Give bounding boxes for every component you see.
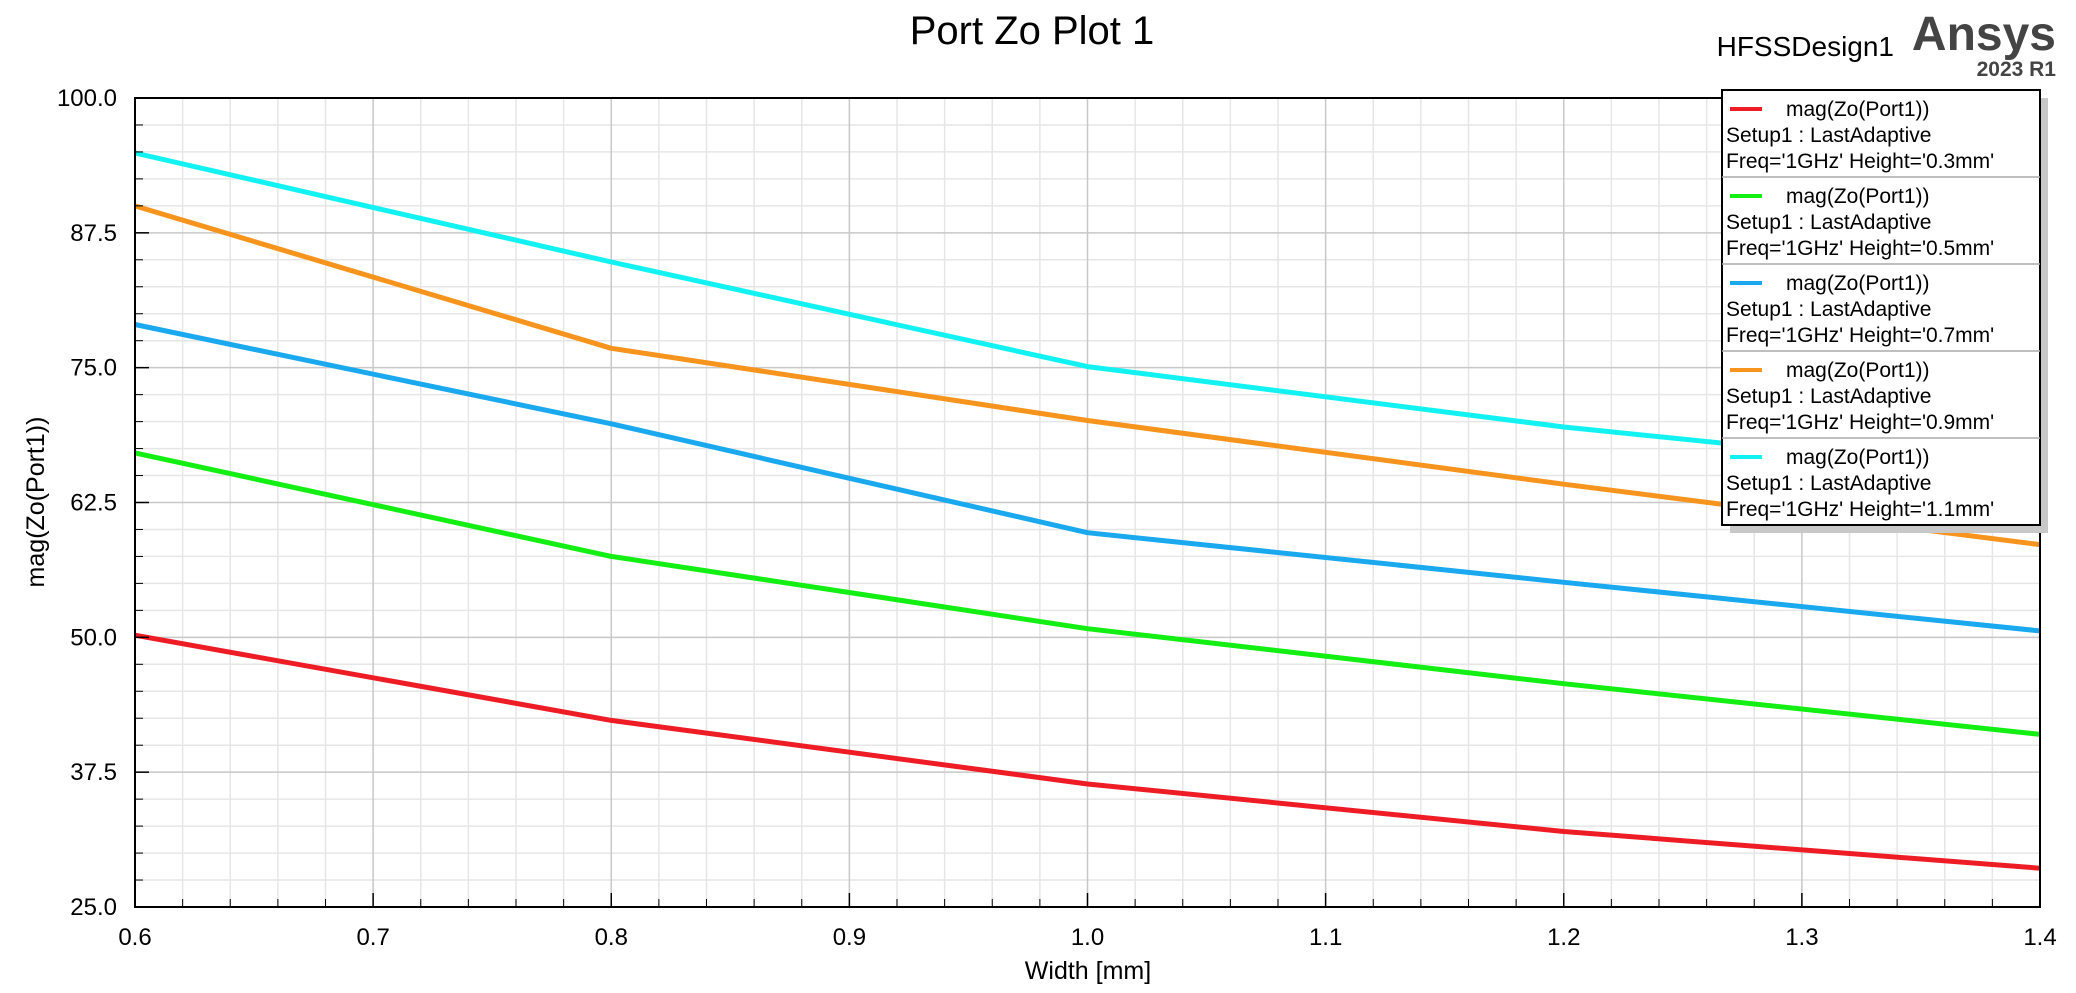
y-tick-label: 50.0: [70, 624, 117, 651]
x-tick-label: 1.4: [2023, 924, 2056, 951]
y-tick-label: 100.0: [57, 85, 117, 112]
legend-variation: Freq='1GHz' Height='0.7mm': [1726, 324, 1994, 347]
x-tick-label: 1.0: [1071, 924, 1104, 951]
legend-variation: Freq='1GHz' Height='0.9mm': [1726, 411, 1994, 434]
legend[interactable]: mag(Zo(Port1)) Setup1 : LastAdaptive Freq=…: [1721, 89, 2048, 533]
x-axis-label: Width [mm]: [1025, 957, 1151, 985]
legend-series-name: mag(Zo(Port1)): [1786, 359, 1930, 382]
legend-series-name: mag(Zo(Port1)): [1786, 185, 1930, 208]
legend-variation: Freq='1GHz' Height='0.5mm': [1726, 237, 1994, 260]
y-axis-label: mag(Zo(Port1)): [22, 417, 50, 588]
legend-series-name: mag(Zo(Port1)): [1786, 446, 1930, 469]
legend-variation: Freq='1GHz' Height='1.1mm': [1726, 498, 1994, 521]
y-tick-label: 87.5: [70, 220, 117, 247]
legend-setup: Setup1 : LastAdaptive: [1726, 472, 1931, 495]
series-line-1: [134, 632, 2041, 871]
y-tick-label: 62.5: [70, 490, 117, 517]
chart-title: Port Zo Plot 1: [910, 9, 1155, 53]
x-tick-label: 0.6: [118, 924, 151, 951]
legend-setup: Setup1 : LastAdaptive: [1726, 211, 1931, 234]
x-tick-label: 1.1: [1309, 924, 1342, 951]
x-tick-labels: 0.6 0.7 0.8 0.9 1.0 1.1 1.2 1.3 1.4: [118, 924, 2056, 951]
x-tick-label: 0.8: [595, 924, 628, 951]
x-tick-label: 1.2: [1547, 924, 1580, 951]
brand-logo: Ansys: [1912, 8, 2056, 61]
legend-setup: Setup1 : LastAdaptive: [1726, 298, 1931, 321]
x-tick-label: 0.9: [833, 924, 866, 951]
y-tick-label: 37.5: [70, 759, 117, 786]
x-tick-label: 1.3: [1785, 924, 1818, 951]
legend-variation: Freq='1GHz' Height='0.3mm': [1726, 150, 1994, 173]
legend-setup: Setup1 : LastAdaptive: [1726, 124, 1931, 147]
axis-ticks: [134, 97, 2041, 908]
series-layer: [134, 150, 2041, 871]
y-tick-labels: 25.0 37.5 50.0 62.5 75.0 87.5 100.0: [57, 85, 117, 921]
legend-setup: Setup1 : LastAdaptive: [1726, 385, 1931, 408]
series-line-2: [134, 450, 2041, 737]
x-tick-label: 0.7: [356, 924, 389, 951]
series-line-3: [134, 322, 2041, 634]
y-tick-label: 75.0: [70, 355, 117, 382]
legend-box: [1721, 89, 2041, 526]
legend-series-name: mag(Zo(Port1)): [1786, 272, 1930, 295]
version-label: 2023 R1: [1977, 58, 2057, 81]
y-tick-label: 25.0: [70, 894, 117, 921]
design-name: HFSSDesign1: [1717, 31, 1894, 62]
legend-series-name: mag(Zo(Port1)): [1786, 98, 1930, 121]
